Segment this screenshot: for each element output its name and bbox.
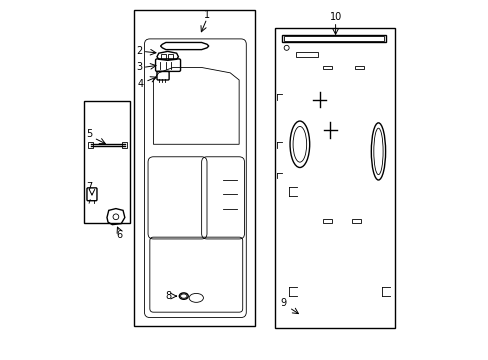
Text: 5: 5 <box>86 129 92 139</box>
Text: 2: 2 <box>136 46 142 56</box>
Text: 10: 10 <box>329 13 341 22</box>
Bar <box>283 36 383 41</box>
Bar <box>354 66 364 69</box>
Text: 6: 6 <box>116 230 122 240</box>
Bar <box>323 219 331 223</box>
Bar <box>122 143 126 148</box>
Bar <box>323 66 331 69</box>
Text: 8: 8 <box>165 291 171 301</box>
Bar <box>351 219 360 223</box>
Text: 1: 1 <box>203 10 210 20</box>
Text: 9: 9 <box>280 298 286 308</box>
Bar <box>167 54 173 59</box>
Text: 4: 4 <box>138 78 143 89</box>
Bar <box>282 35 385 42</box>
Bar <box>160 54 165 59</box>
Text: 3: 3 <box>136 63 142 72</box>
Bar <box>88 143 93 148</box>
Bar <box>296 53 317 57</box>
Text: 7: 7 <box>86 182 92 192</box>
